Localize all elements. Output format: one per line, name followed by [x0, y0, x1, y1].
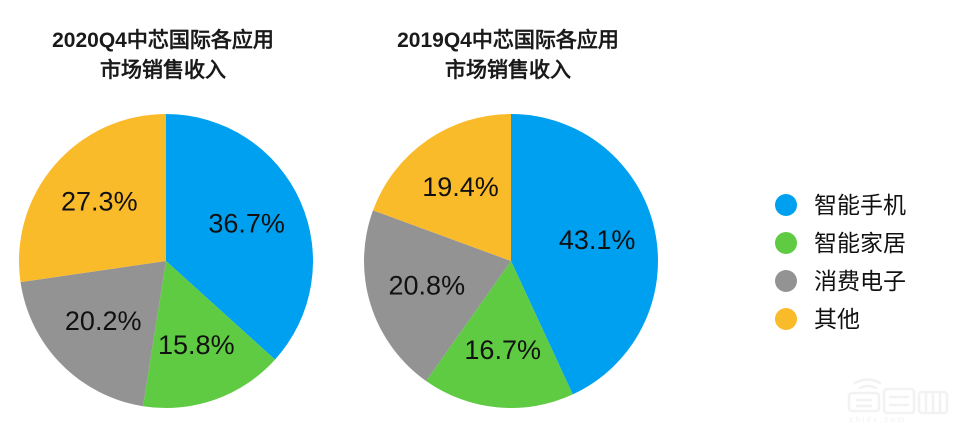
watermark-zhidx: zhidx.com — [845, 374, 957, 426]
legend: 智能手机智能家居消费电子其他 — [775, 186, 955, 338]
pie-slice-2019q4-2[interactable] — [364, 210, 511, 381]
pie-value-label-2019q4-1: 16.7% — [464, 335, 541, 365]
pie-value-labels-2020q4: 36.7% 15.8% 20.2% 27.3% — [61, 186, 285, 360]
pie-value-label-2020q4-0: 36.7% — [208, 208, 285, 238]
pie-slice-2019q4-1[interactable] — [426, 261, 573, 408]
pie-value-labels-2019q4: 43.1% 16.7% 20.8% 19.4% — [389, 172, 636, 365]
circle-swatch-icon — [775, 194, 797, 216]
chart-title-line1: 2020Q4中芯国际各应用 — [52, 29, 274, 52]
pie-slice-2019q4-3[interactable] — [373, 114, 511, 261]
pie-svg-2020q4: 36.7% 15.8% 20.2% 27.3% — [18, 114, 314, 409]
pie-slice-2020q4-2[interactable] — [20, 261, 167, 407]
legend-item-3[interactable]: 其他 — [775, 300, 955, 338]
chart-title-line1: 2019Q4中芯国际各应用 — [397, 29, 619, 52]
circle-swatch-icon — [775, 232, 797, 254]
pie-slices-2020q4 — [18, 114, 314, 409]
legend-item-2[interactable]: 消费电子 — [775, 262, 955, 300]
legend-item-label: 智能家居 — [814, 229, 906, 256]
pie-value-label-2020q4-1: 15.8% — [158, 330, 235, 360]
pie-svg-2019q4: 43.1% 16.7% 20.8% 19.4% — [364, 114, 658, 408]
legend-item-0[interactable]: 智能手机 — [775, 186, 955, 224]
svg-text:zhidx.com: zhidx.com — [849, 415, 907, 424]
pie-slices-2019q4 — [364, 114, 658, 408]
watermark-logo-icon: zhidx.com — [847, 378, 949, 424]
pie-chart-2019q4: 2019Q4中芯国际各应用 市场销售收入 43.1% 16.7% 20.8% 19.4% — [345, 0, 675, 438]
pie-slice-2020q4-1[interactable] — [143, 261, 276, 409]
chart-title-line2: 市场销售收入 — [445, 59, 571, 82]
legend-item-label: 其他 — [814, 305, 860, 332]
pie-graphic-2019q4: 43.1% 16.7% 20.8% 19.4% — [363, 113, 659, 409]
pie-value-label-2019q4-3: 19.4% — [422, 172, 499, 202]
legend-item-label: 消费电子 — [814, 267, 906, 294]
chart-title-line2: 市场销售收入 — [100, 59, 226, 82]
pie-value-label-2019q4-2: 20.8% — [389, 270, 466, 300]
chart-title-2019q4: 2019Q4中芯国际各应用 市场销售收入 — [343, 26, 673, 86]
pie-graphic-2020q4: 36.7% 15.8% 20.2% 27.3% — [18, 113, 314, 409]
circle-swatch-icon — [775, 308, 797, 330]
legend-item-label: 智能手机 — [814, 191, 906, 218]
chart-title-2020q4: 2020Q4中芯国际各应用 市场销售收入 — [0, 26, 328, 86]
pie-chart-2020q4: 2020Q4中芯国际各应用 市场销售收入 36.7% 15.8% 20.2% 27.3% — [0, 0, 330, 438]
pie-slice-2020q4-3[interactable] — [18, 114, 166, 283]
pie-slice-2020q4-0[interactable] — [166, 114, 314, 360]
pie-value-label-2020q4-2: 20.2% — [65, 306, 142, 336]
pie-value-label-2019q4-0: 43.1% — [559, 225, 636, 255]
legend-item-1[interactable]: 智能家居 — [775, 224, 955, 262]
circle-swatch-icon — [775, 270, 797, 292]
pie-value-label-2020q4-3: 27.3% — [61, 186, 138, 216]
pie-slice-2019q4-0[interactable] — [511, 114, 658, 395]
